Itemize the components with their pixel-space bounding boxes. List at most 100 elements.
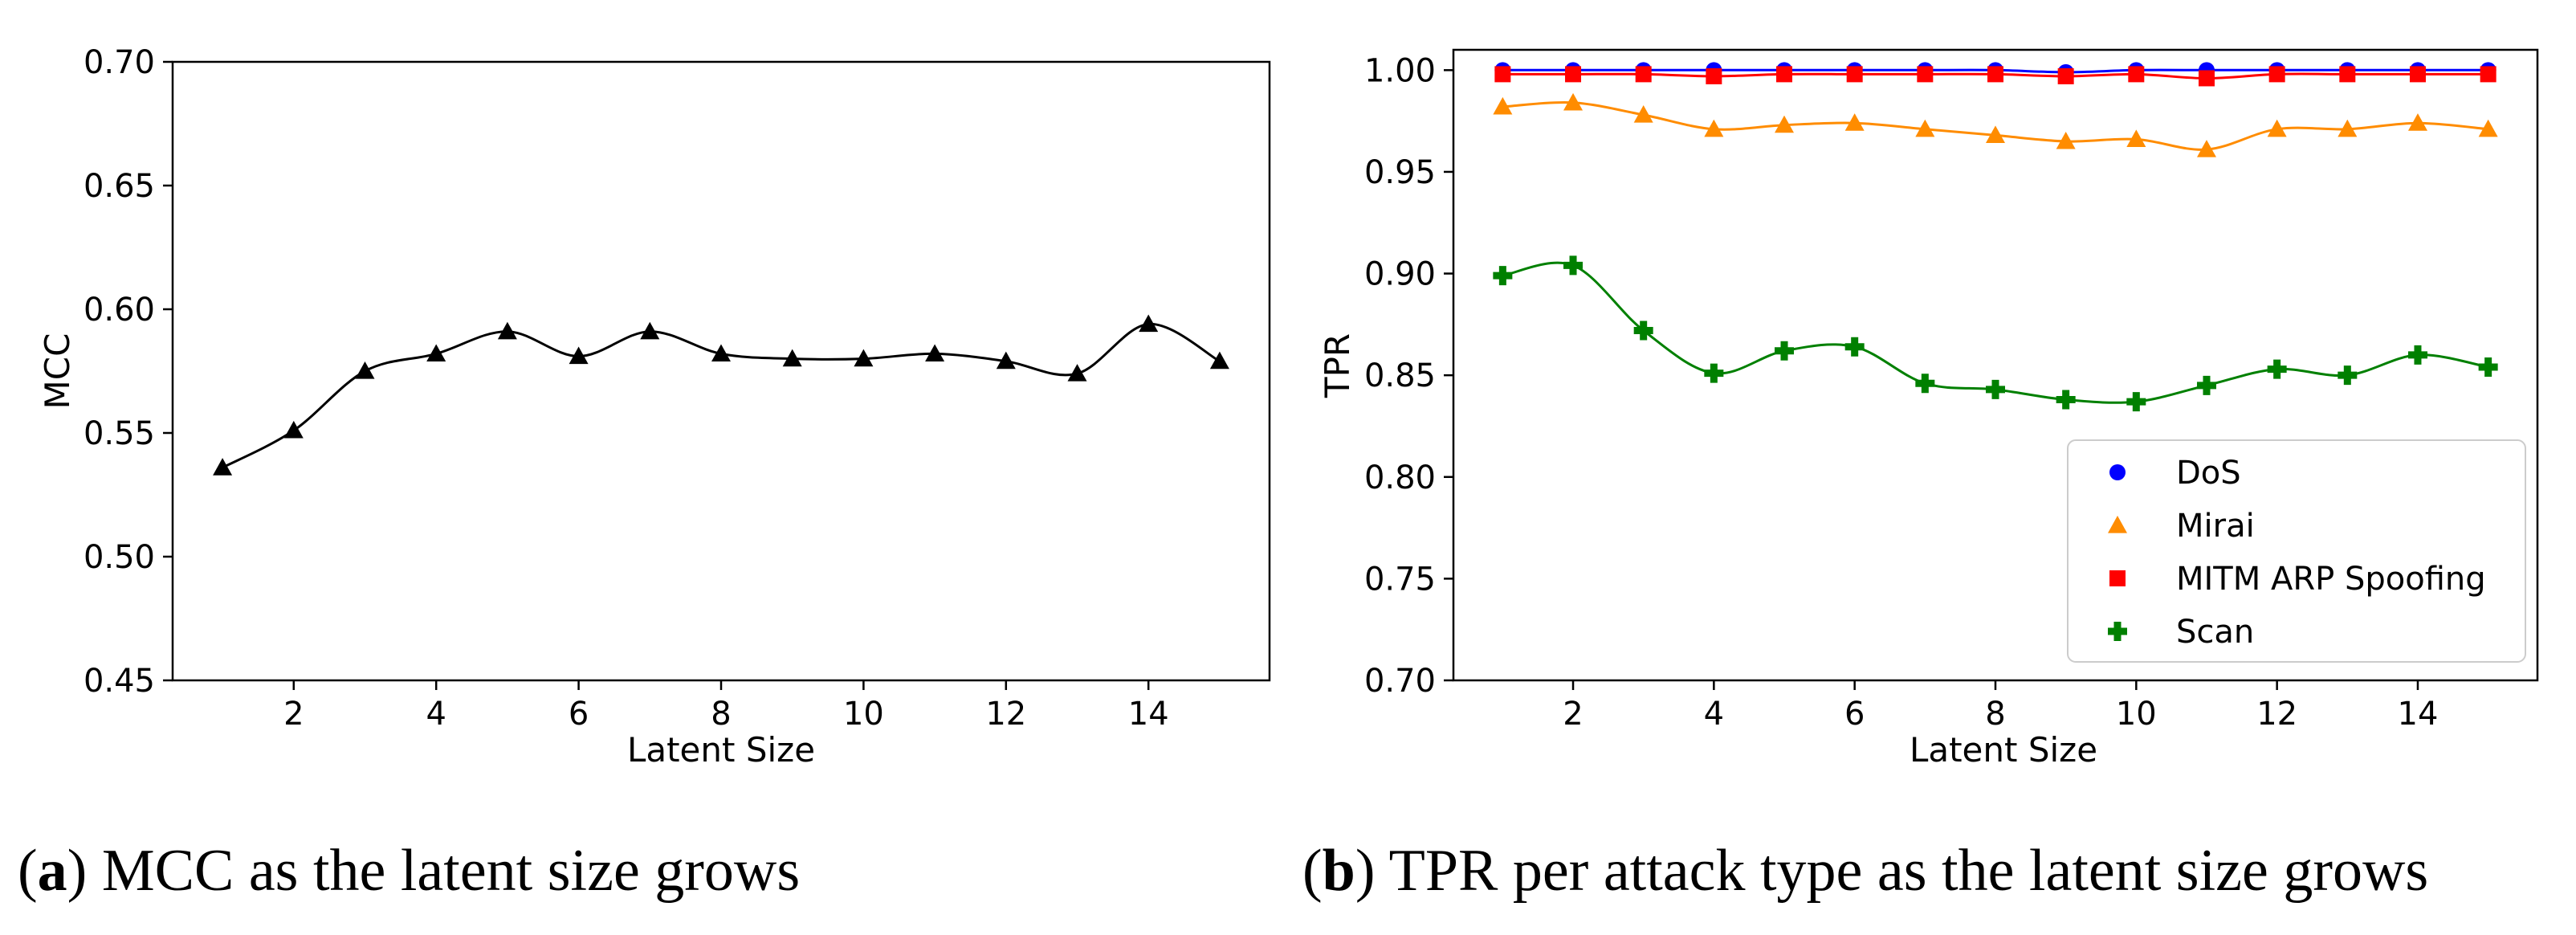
tpr-ticks: 2 4 6 8 10 12 14 0.70 0.75 0.80 0.85 0.90 0.95 1.00 (1364, 52, 2438, 733)
data-point-mcc (1209, 351, 1229, 370)
y-tick-label: 0.70 (1364, 663, 1436, 700)
tpr-y-axis-label: TPR (1318, 333, 1357, 398)
data-point-mcc (497, 321, 517, 340)
data-point-mcc (1139, 314, 1159, 333)
data-point-mirai (2126, 129, 2146, 148)
y-tick-label: 0.75 (1364, 561, 1436, 598)
x-tick-label: 10 (2116, 696, 2157, 733)
mcc-ticks: 2 4 6 8 10 12 14 0.45 0.50 0.55 0.60 0.65 0.70 (84, 44, 1169, 733)
data-point-mcc (925, 344, 945, 362)
data-point-mcc (854, 349, 874, 367)
data-point-scan (1704, 363, 1724, 383)
x-tick-label: 8 (1985, 696, 2005, 733)
data-point-mirai (1986, 125, 2005, 143)
legend-label-mitm-arp-spoofing: MITM ARP Spoofing (2176, 561, 2486, 598)
y-tick-label: 0.90 (1364, 256, 1436, 293)
caption-b-close-paren: ) (1355, 838, 1389, 904)
data-point-mirai (2056, 131, 2076, 149)
caption-b-text: TPR per attack type as the latent size g… (1389, 838, 2429, 904)
mcc-y-axis-label: MCC (38, 333, 77, 410)
data-point-mitm-arp-spoofing (1776, 66, 1793, 83)
data-point-scan (1915, 374, 1935, 394)
y-tick-label: 0.70 (84, 44, 155, 81)
caption-a-text: MCC as the latent size grows (102, 838, 800, 904)
legend-marker-dos (2109, 464, 2126, 480)
data-point-scan (2196, 375, 2216, 395)
data-point-mirai (1704, 119, 1724, 137)
x-tick-label: 12 (985, 696, 1026, 733)
data-point-mcc (782, 349, 802, 367)
mcc-x-axis-label: Latent Size (627, 730, 815, 770)
data-point-scan (1775, 341, 1795, 361)
data-point-mcc (355, 361, 375, 379)
tpr-legend: DoS Mirai MITM ARP Spoofing Scan (2067, 439, 2526, 663)
data-point-mitm-arp-spoofing (1565, 66, 1582, 83)
data-point-scan (1844, 337, 1865, 357)
data-point-mcc (1067, 364, 1087, 382)
caption-a: (a) MCC as the latent size grows (18, 838, 800, 904)
data-point-mirai (1493, 96, 1513, 115)
tpr-series-layer (1493, 62, 2498, 412)
data-point-mitm-arp-spoofing (1635, 66, 1652, 83)
tpr-x-axis-label: Latent Size (1910, 730, 2097, 770)
data-point-scan (2126, 392, 2146, 412)
data-point-mirai (2338, 119, 2358, 137)
data-point-mirai (2407, 113, 2427, 131)
legend-marker-scan (2108, 622, 2127, 641)
data-point-mitm-arp-spoofing (2057, 67, 2074, 84)
y-tick-label: 0.85 (1364, 357, 1436, 394)
x-tick-label: 2 (1563, 696, 1583, 733)
data-point-mitm-arp-spoofing (2198, 70, 2215, 87)
data-point-scan (2478, 357, 2498, 378)
x-tick-label: 14 (1128, 696, 1169, 733)
data-point-mitm-arp-spoofing (2268, 66, 2285, 83)
y-tick-label: 0.55 (84, 415, 155, 452)
data-point-mcc (569, 346, 589, 365)
y-tick-label: 0.50 (84, 539, 155, 576)
x-tick-label: 2 (283, 696, 304, 733)
data-point-mitm-arp-spoofing (1846, 66, 1863, 83)
data-point-mitm-arp-spoofing (2128, 66, 2145, 83)
data-point-mirai (2267, 119, 2287, 137)
data-point-mirai (1844, 113, 1865, 131)
data-point-mirai (1633, 105, 1653, 123)
data-point-scan (2267, 359, 2287, 379)
data-point-mitm-arp-spoofing (2480, 66, 2497, 83)
svg-text:(a) MCC as the latent size gro: (a) MCC as the latent size grows (18, 838, 800, 904)
data-point-mirai (2478, 119, 2498, 137)
data-point-mitm-arp-spoofing (1917, 66, 1934, 83)
x-tick-label: 14 (2398, 696, 2439, 733)
tpr-chart: 2 4 6 8 10 12 14 0.70 0.75 0.80 0.85 0.90 0.95 1.00 L… (1318, 48, 2539, 770)
y-tick-label: 0.65 (84, 168, 155, 205)
caption-b-open-paren: ( (1302, 838, 1323, 904)
data-point-mcc (640, 321, 660, 340)
data-point-mcc (711, 344, 731, 362)
x-tick-label: 8 (711, 696, 731, 733)
caption-b-letter: b (1323, 838, 1355, 904)
legend-marker-mitm-arp-spoofing (2109, 570, 2126, 586)
data-point-mitm-arp-spoofing (2409, 66, 2426, 83)
data-point-scan (1986, 379, 2005, 399)
data-point-mcc (996, 351, 1016, 370)
caption-b: (b) TPR per attack type as the latent si… (1302, 838, 2428, 904)
x-tick-label: 4 (1704, 696, 1724, 733)
data-point-mcc (426, 344, 446, 362)
data-point-mirai (2196, 140, 2216, 157)
x-tick-label: 4 (426, 696, 446, 733)
y-tick-label: 0.95 (1364, 154, 1436, 191)
x-tick-label: 10 (843, 696, 884, 733)
data-point-mitm-arp-spoofing (1987, 66, 2003, 83)
data-point-scan (2056, 390, 2076, 410)
data-point-scan (1493, 266, 1513, 286)
y-tick-label: 0.45 (84, 663, 155, 700)
svg-text:(b) TPR per attack type as the: (b) TPR per attack type as the latent si… (1302, 838, 2428, 904)
data-point-mitm-arp-spoofing (1494, 66, 1511, 83)
data-point-scan (2338, 365, 2358, 386)
caption-a-close-paren: ) (67, 838, 102, 904)
legend-label-mirai: Mirai (2176, 508, 2255, 545)
data-point-scan (1563, 255, 1584, 276)
y-tick-label: 0.80 (1364, 459, 1436, 496)
data-point-mirai (1915, 119, 1935, 137)
data-point-mcc (213, 458, 233, 476)
